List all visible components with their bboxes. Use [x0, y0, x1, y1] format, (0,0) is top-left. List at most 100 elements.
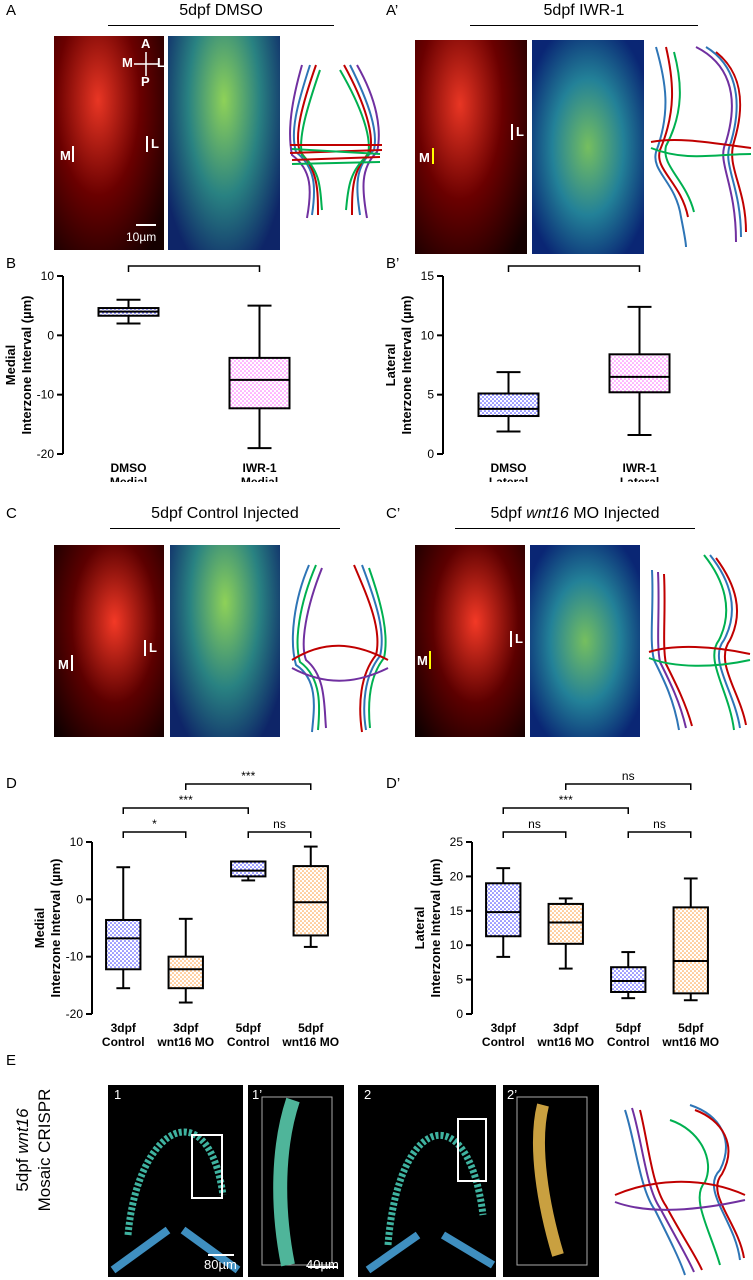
box-iqr [610, 966, 647, 993]
x-category-label: IWR-1 [243, 461, 277, 475]
panel-letter-b-prime: B’ [386, 255, 400, 272]
medial-marker-line [429, 651, 431, 669]
box-iqr [105, 918, 142, 971]
y-tick-label: 0 [76, 892, 83, 906]
y-tick-label: 25 [450, 835, 464, 849]
scale-bar [136, 224, 156, 226]
y-tick-label: 20 [450, 869, 464, 883]
y-tick-label: 15 [421, 269, 435, 283]
panel-letter-d: D [6, 775, 17, 792]
y-axis-label: Medial [32, 908, 47, 948]
crispr-overview-drawing-1 [110, 1128, 241, 1274]
joint-outline-overlay-a [289, 64, 383, 219]
heatmap-micrograph-a-prime [532, 40, 644, 254]
significance-label: *** [179, 793, 193, 807]
subpanel-label-1: 1 [114, 1087, 122, 1102]
crispr-overview-micrograph-2: 2 [358, 1085, 496, 1277]
y-axis-label: Interzone Interval (µm) [428, 859, 443, 998]
x-category-label: DMSO [111, 461, 147, 475]
x-category-label: Control [102, 1035, 145, 1049]
x-category-label: 5dpf [616, 1021, 642, 1035]
panel-letter-c: C [6, 505, 17, 522]
y-axis-label: Lateral [412, 907, 427, 950]
box-iqr [608, 353, 671, 394]
significance-bracket [185, 783, 312, 790]
x-category-label: 3dpf [173, 1021, 199, 1035]
side-label-line2: Mosaic CRISPR [35, 1088, 54, 1212]
x-category-label: 3dpf [553, 1021, 579, 1035]
x-category-label: Control [607, 1035, 650, 1049]
box-iqr [477, 392, 540, 418]
y-tick-label: -10 [37, 388, 55, 402]
y-tick-label: 0 [47, 328, 54, 342]
y-tick-label: 10 [70, 835, 84, 849]
box-iqr [292, 865, 329, 937]
scale-bar-label-1-prime: 40µm [306, 1257, 339, 1272]
significance-bracket [247, 831, 312, 838]
significance-bracket [507, 265, 641, 272]
significance-label: ns [273, 817, 286, 831]
x-category-label: Control [482, 1035, 525, 1049]
red-micrograph-c-prime: M L [415, 545, 525, 737]
significance-label: ns [622, 769, 635, 783]
subpanel-label-2: 2 [364, 1087, 372, 1102]
lateral-marker-label: L [151, 136, 159, 151]
medial-marker-line [432, 148, 434, 164]
medial-marker-line [71, 655, 73, 671]
x-category-label: 5dpf [236, 1021, 262, 1035]
side-label-e: 5dpf wnt16 Mosaic CRISPR [12, 1080, 56, 1220]
scale-bar-label-1: 80µm [204, 1257, 237, 1272]
title-rule-a-prime [470, 25, 698, 26]
medial-marker-label: M [58, 657, 69, 672]
box-plot-b: 10 0 -10 -20 Medial Interzone Interval (µm) DM… [3, 262, 291, 482]
lateral-marker-line [511, 124, 513, 140]
x-category-label: Lateral [620, 475, 659, 482]
significance-bracket [127, 265, 261, 272]
box-plot-d-prime: 25 20 15 10 5 0 Lateral Interzone Interval (µm)… [412, 769, 719, 1049]
x-category-label: 5dpf [298, 1021, 324, 1035]
significance-label: *** [187, 262, 201, 265]
y-tick-label: 10 [421, 328, 435, 342]
heatmap-micrograph-c-prime [530, 545, 640, 737]
joint-outline-overlay-a-prime [650, 46, 752, 248]
medial-marker-line [72, 146, 74, 162]
title-rule-a [108, 25, 334, 26]
y-axis-label: Interzone Interval (µm) [19, 296, 34, 435]
x-category-label: Medial [110, 475, 147, 482]
axis-label-lateral: L [157, 55, 164, 70]
significance-label: * [152, 817, 157, 831]
red-micrograph-a-prime: M L [415, 40, 527, 254]
subpanel-label-2-prime: 2’ [507, 1087, 518, 1102]
box-iqr [547, 902, 584, 945]
red-micrograph-a: A P M L M L 10µm [54, 36, 164, 250]
crispr-overview-drawing-2 [365, 1118, 496, 1274]
significance-label: *** [567, 262, 581, 265]
x-category-label: 3dpf [491, 1021, 517, 1035]
title-gene-name: wnt16 [526, 505, 569, 522]
crispr-zoom-micrograph-2-prime: 2’ [503, 1085, 599, 1277]
y-tick-label: -20 [66, 1007, 84, 1021]
x-category-label: Control [227, 1035, 270, 1049]
x-category-label: wnt16 MO [661, 1035, 719, 1049]
medial-marker-label: M [417, 653, 428, 668]
panel-title-a: 5dpf DMSO [179, 2, 263, 19]
x-category-label: Medial [241, 475, 278, 482]
crispr-zoom-micrograph-1-prime: 1’ 40µm [248, 1085, 344, 1277]
panel-letter-a-prime: A’ [386, 2, 399, 19]
significance-bracket [565, 783, 692, 790]
y-tick-label: -20 [37, 447, 55, 461]
panel-title-c-prime: 5dpf wnt16 MO Injected [455, 505, 695, 523]
panel-title-c: 5dpf Control Injected [151, 505, 299, 522]
y-tick-label: 10 [450, 938, 464, 952]
axis-label-anterior: A [141, 36, 151, 51]
significance-label: *** [559, 793, 573, 807]
y-tick-label: -10 [66, 950, 84, 964]
y-tick-label: 5 [427, 388, 434, 402]
significance-bracket [627, 831, 692, 838]
title-prefix: 5dpf [490, 505, 527, 522]
medial-marker-label: M [419, 150, 430, 165]
significance-label: *** [241, 769, 255, 783]
y-tick-label: 10 [41, 269, 55, 283]
significance-label: ns [528, 817, 541, 831]
title-rule-c [110, 528, 340, 529]
